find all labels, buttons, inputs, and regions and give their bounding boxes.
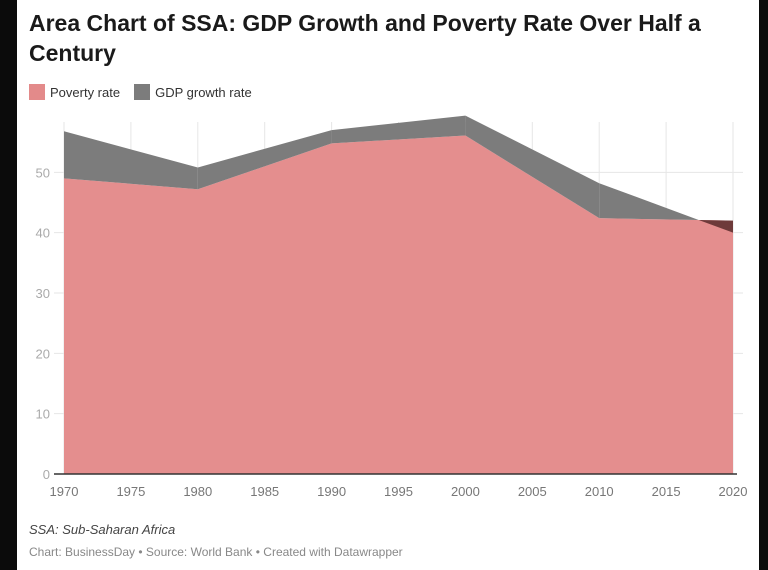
y-tick-label: 0	[43, 467, 50, 482]
chart-card: Area Chart of SSA: GDP Growth and Povert…	[17, 0, 759, 570]
gdp-growth-area-segment	[465, 115, 600, 219]
legend-item-poverty: Poverty rate	[29, 84, 120, 100]
gdp-growth-area-segment	[197, 130, 332, 190]
x-tick-label: 1970	[50, 484, 79, 499]
x-tick-label: 2010	[585, 484, 614, 499]
y-tick-label: 20	[36, 346, 50, 361]
y-tick-label: 40	[36, 226, 50, 241]
gdp-growth-area-segment	[64, 131, 198, 190]
gdp-growth-area-segment	[599, 183, 699, 220]
x-tick-label: 1985	[250, 484, 279, 499]
legend-swatch-poverty	[29, 84, 45, 100]
legend-swatch-gdp	[134, 84, 151, 100]
chart-note: SSA: Sub-Saharan Africa	[29, 522, 176, 537]
chart-credit: Chart: BusinessDay • Source: World Bank …	[29, 545, 403, 559]
x-tick-label: 2005	[518, 484, 547, 499]
x-tick-label: 1980	[183, 484, 212, 499]
legend: Poverty rate GDP growth rate	[29, 84, 252, 100]
x-tick-label: 2020	[719, 484, 748, 499]
area-chart: 1970 1975 1980 1985 1990 1995 2000 2005 2010 2015…	[36, 115, 748, 499]
x-tick-label: 1975	[116, 484, 145, 499]
legend-label-poverty: Poverty rate	[50, 84, 121, 100]
x-tick-label: 1990	[317, 484, 346, 499]
y-tick-label: 30	[36, 286, 50, 301]
x-tick-label: 2000	[451, 484, 480, 499]
x-tick-label: 2015	[652, 484, 681, 499]
y-tick-label: 10	[36, 407, 50, 422]
x-tick-label: 1995	[384, 484, 413, 499]
legend-item-gdp: GDP growth rate	[134, 84, 252, 100]
legend-label-gdp: GDP growth rate	[155, 84, 252, 100]
gdp-growth-area-segment	[698, 219, 733, 233]
poverty-area	[64, 135, 733, 474]
y-tick-label: 50	[36, 165, 50, 180]
chart-title: Area Chart of SSA: GDP Growth and Povert…	[29, 10, 701, 66]
gdp-growth-area-segment	[331, 115, 466, 144]
